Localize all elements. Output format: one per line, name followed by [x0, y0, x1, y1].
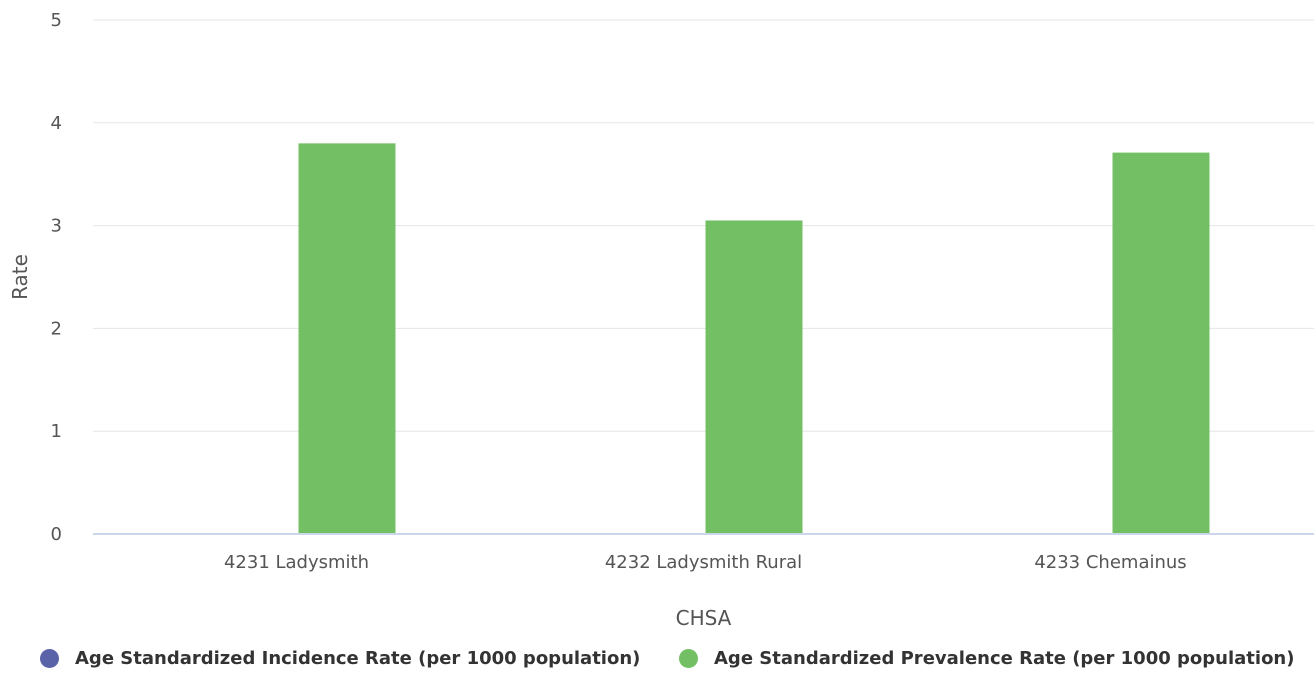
y-tick-label: 3: [51, 216, 62, 237]
bar[interactable]: [298, 143, 396, 535]
bar-chart: 0 1 2 3 4 5 4231 Ladysmith 4232 Ladysmith Rura…: [8, 10, 1314, 630]
y-tick-label: 4: [51, 113, 62, 134]
y-tick-label: 0: [51, 524, 62, 545]
bars: [298, 143, 1210, 535]
x-tick-label: 4231 Ladysmith: [224, 552, 369, 573]
legend-label-prevalence: Age Standardized Prevalence Rate (per 10…: [714, 648, 1295, 669]
y-tick-label: 1: [51, 421, 62, 442]
legend-label-incidence: Age Standardized Incidence Rate (per 100…: [75, 648, 641, 669]
x-axis-ticks: 4231 Ladysmith 4232 Ladysmith Rural 4233 C…: [224, 552, 1187, 573]
bar[interactable]: [1112, 152, 1210, 534]
legend-item-incidence[interactable]: Age Standardized Incidence Rate (per 100…: [40, 648, 640, 669]
x-tick-label: 4232 Ladysmith Rural: [605, 552, 802, 573]
bar[interactable]: [705, 220, 803, 534]
y-axis-ticks: 0 1 2 3 4 5: [51, 10, 62, 545]
legend: Age Standardized Incidence Rate (per 100…: [0, 648, 1314, 678]
legend-marker-prevalence: [679, 649, 698, 668]
y-tick-label: 5: [51, 10, 62, 31]
x-tick-label: 4233 Chemainus: [1034, 552, 1186, 573]
gridlines: [93, 19, 1314, 432]
x-axis-title: CHSA: [676, 606, 732, 630]
legend-marker-incidence: [40, 649, 59, 668]
y-axis-title: Rate: [8, 254, 32, 300]
y-tick-label: 2: [51, 318, 62, 339]
legend-item-prevalence[interactable]: Age Standardized Prevalence Rate (per 10…: [679, 648, 1294, 669]
